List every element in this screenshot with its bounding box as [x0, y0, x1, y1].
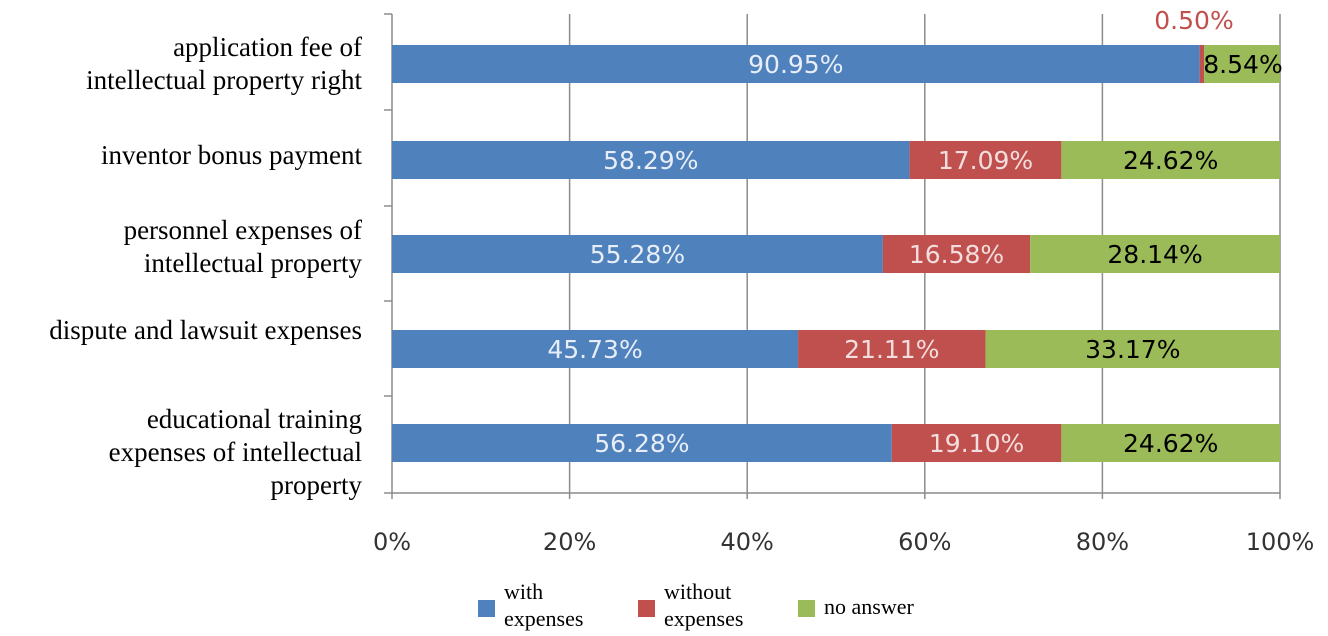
data-label: 56.28%: [594, 429, 689, 458]
x-tick-label: 20%: [543, 528, 596, 556]
category-label-line: personnel expenses of: [123, 215, 362, 245]
data-label: 24.62%: [1123, 429, 1218, 458]
data-label: 28.14%: [1107, 240, 1202, 269]
legend-swatch: [478, 600, 495, 617]
category-label: dispute and lawsuit expenses: [49, 314, 362, 347]
bar-segment: [891, 424, 1062, 462]
data-label: 24.62%: [1123, 146, 1218, 175]
bar-segment: [798, 330, 986, 368]
legend-label: without expenses: [664, 579, 744, 631]
category-label-line: property: [270, 469, 362, 500]
bar-segment: [392, 330, 799, 368]
data-label: 21.11%: [844, 335, 939, 364]
category-label: personnel expenses of intellectual proper…: [124, 214, 362, 280]
bar-segment: [1030, 235, 1280, 273]
category-label-line: expenses of intellectual: [108, 436, 362, 467]
data-label: 19.10%: [929, 429, 1024, 458]
x-tick-label: 60%: [898, 528, 951, 556]
bar-segment: [392, 141, 910, 179]
bar-segment: [392, 45, 1200, 83]
x-tick-label: 40%: [721, 528, 774, 556]
bar-segment: [909, 141, 1062, 179]
x-tick-label: 0%: [373, 528, 411, 556]
data-label: 45.73%: [547, 335, 642, 364]
x-tick-label: 80%: [1076, 528, 1129, 556]
data-label: 55.28%: [590, 240, 685, 269]
bar-segment: [882, 235, 1031, 273]
data-label: 58.29%: [603, 146, 698, 175]
bar-segment: [1199, 45, 1205, 83]
category-label-line: intellectual property: [143, 248, 362, 278]
data-label: 8.54%: [1203, 50, 1282, 79]
data-label: 16.58%: [909, 240, 1004, 269]
legend-swatch: [638, 600, 655, 617]
bar-segment: [985, 330, 1281, 368]
bar-segment: [1204, 45, 1280, 83]
x-tick-label: 100%: [1246, 528, 1315, 556]
bar-segment: [1061, 424, 1280, 462]
category-label: educational training expenses of intellec…: [109, 403, 362, 502]
legend-label: with expenses: [504, 579, 584, 631]
data-label: 90.95%: [748, 50, 843, 79]
data-label: 17.09%: [938, 146, 1033, 175]
category-label-line: application fee of: [173, 32, 362, 62]
category-label-line: intellectual property right: [86, 65, 362, 95]
category-label-line: inventor bonus payment: [101, 139, 362, 170]
category-label-line: educational training: [146, 403, 362, 434]
bar-segment: [392, 424, 892, 462]
legend-label: no answer: [824, 594, 914, 619]
bar-segment: [1061, 141, 1280, 179]
bar-segment: [392, 235, 883, 273]
data-label: 0.50%: [1154, 6, 1233, 35]
legend-swatch: [798, 600, 815, 617]
data-label: 33.17%: [1085, 335, 1180, 364]
category-label-line: dispute and lawsuit expenses: [49, 314, 362, 345]
category-label: application fee of intellectual property …: [86, 31, 362, 97]
category-label: inventor bonus payment: [101, 139, 362, 172]
plot-area: 0% 20% 40% 60% 80% 100% 90.95% 0.50% 8.54% 58.29%…: [373, 6, 1315, 556]
